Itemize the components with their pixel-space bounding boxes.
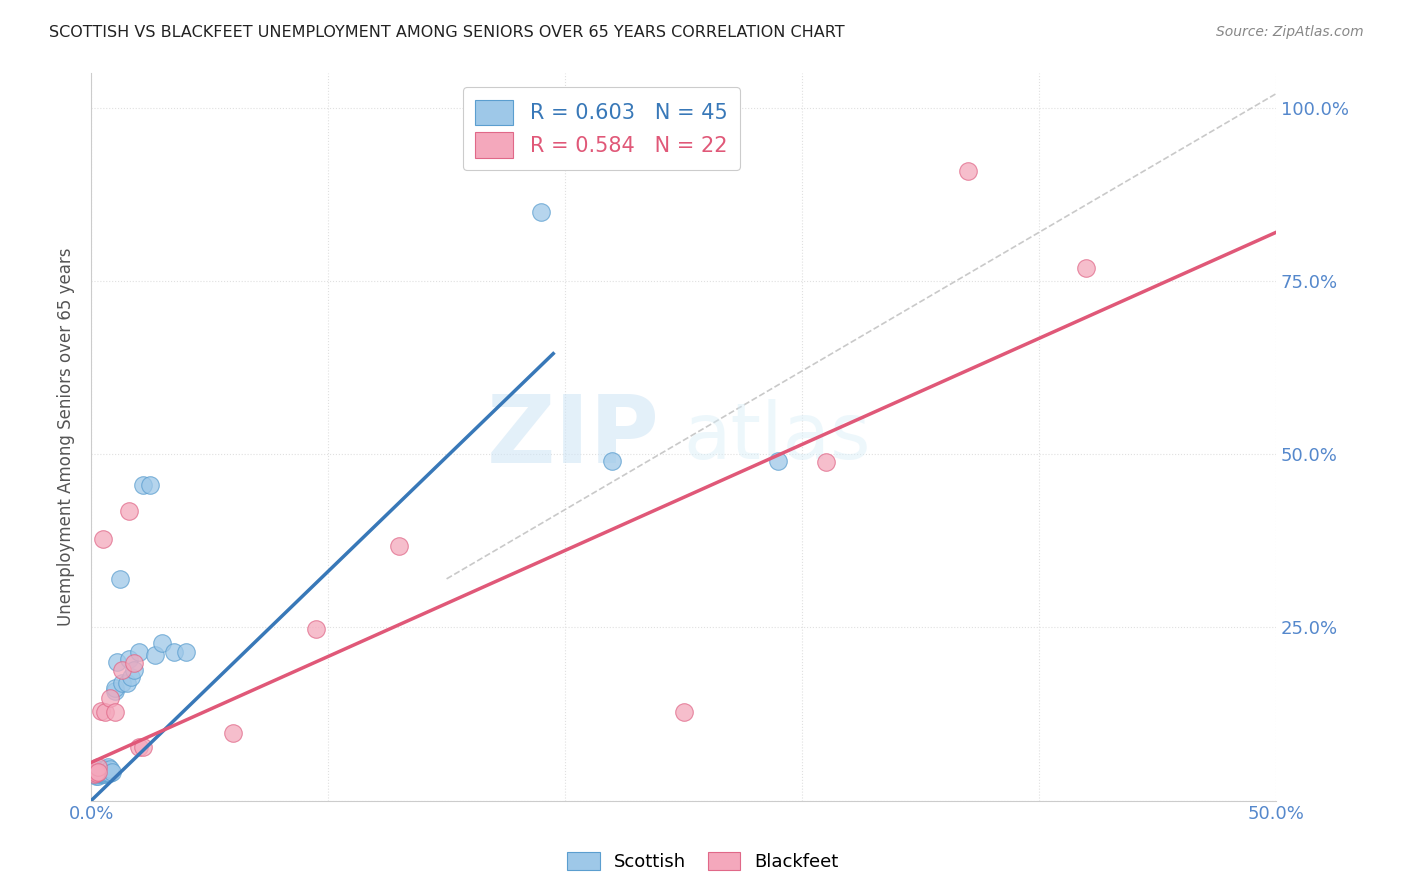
Point <box>84 767 107 781</box>
Point <box>83 765 105 780</box>
Point <box>84 765 107 780</box>
Point <box>90 704 112 718</box>
Text: SCOTTISH VS BLACKFEET UNEMPLOYMENT AMONG SENIORS OVER 65 YEARS CORRELATION CHART: SCOTTISH VS BLACKFEET UNEMPLOYMENT AMONG… <box>49 25 845 40</box>
Point <box>128 645 150 659</box>
Point <box>90 765 112 780</box>
Point <box>84 764 107 779</box>
Point <box>111 675 134 690</box>
Point <box>87 760 110 774</box>
Point <box>120 670 142 684</box>
Point <box>122 657 145 671</box>
Point <box>90 767 112 781</box>
Point <box>104 684 127 698</box>
Point <box>94 762 117 776</box>
Point <box>956 164 979 178</box>
Point <box>139 478 162 492</box>
Point <box>174 645 197 659</box>
Point <box>132 478 155 492</box>
Point <box>143 648 166 662</box>
Point <box>150 635 173 649</box>
Point <box>115 675 138 690</box>
Point <box>84 769 107 783</box>
Point <box>111 663 134 677</box>
Point <box>98 765 121 780</box>
Point <box>104 705 127 719</box>
Point <box>91 532 114 546</box>
Point <box>118 651 141 665</box>
Point <box>94 764 117 779</box>
Point <box>222 725 245 739</box>
Point <box>90 764 112 779</box>
Point <box>87 764 110 779</box>
Point <box>97 760 120 774</box>
Point <box>97 765 120 780</box>
Point <box>87 769 110 783</box>
Point <box>122 663 145 677</box>
Legend: R = 0.603   N = 45, R = 0.584   N = 22: R = 0.603 N = 45, R = 0.584 N = 22 <box>463 87 740 170</box>
Point <box>768 454 790 468</box>
Point <box>163 645 186 659</box>
Point <box>87 767 110 781</box>
Point <box>104 681 127 696</box>
Point <box>90 763 112 777</box>
Point <box>84 765 107 780</box>
Point <box>672 705 695 719</box>
Point <box>118 504 141 518</box>
Y-axis label: Unemployment Among Seniors over 65 years: Unemployment Among Seniors over 65 years <box>58 248 75 626</box>
Point <box>91 765 114 780</box>
Text: atlas: atlas <box>683 399 872 475</box>
Point <box>602 454 624 468</box>
Point <box>108 572 131 586</box>
Point <box>91 764 114 779</box>
Point <box>128 739 150 754</box>
Point <box>388 539 411 553</box>
Point <box>83 767 105 781</box>
Point <box>105 655 128 669</box>
Point <box>94 765 117 780</box>
Point <box>83 767 105 781</box>
Text: Source: ZipAtlas.com: Source: ZipAtlas.com <box>1216 25 1364 39</box>
Point <box>94 705 117 719</box>
Point <box>98 762 121 776</box>
Point <box>87 765 110 780</box>
Point <box>94 767 117 781</box>
Point <box>91 767 114 781</box>
Point <box>132 739 155 754</box>
Point <box>1076 261 1098 276</box>
Point <box>530 204 553 219</box>
Point <box>87 764 110 779</box>
Point <box>305 622 328 636</box>
Point <box>101 764 124 779</box>
Point <box>98 691 121 706</box>
Legend: Scottish, Blackfeet: Scottish, Blackfeet <box>560 845 846 879</box>
Point <box>814 455 837 469</box>
Text: ZIP: ZIP <box>486 391 659 483</box>
Point <box>91 763 114 777</box>
